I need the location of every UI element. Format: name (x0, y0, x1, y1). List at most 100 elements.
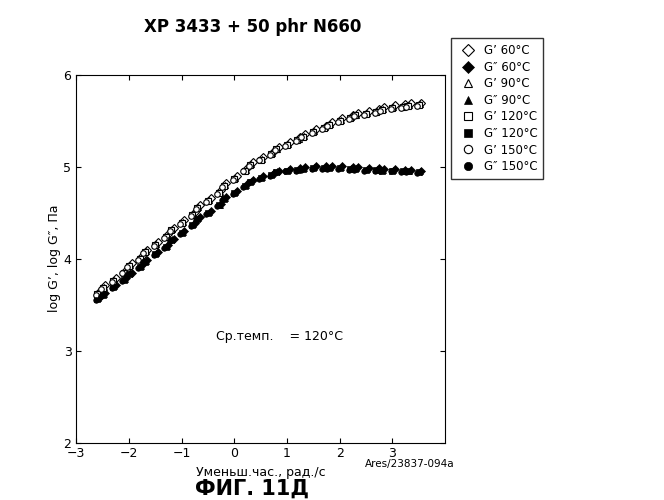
G’ 90°C (142, 248, 150, 254)
G″ 150°C (150, 252, 158, 258)
G’ 60°C (122, 267, 130, 273)
G″ 150°C (228, 190, 236, 196)
G″ 120°C (309, 165, 317, 171)
G″ 150°C (307, 166, 315, 172)
G″ 120°C (135, 264, 143, 270)
G’ 150°C (266, 152, 274, 158)
G″ 150°C (244, 180, 252, 186)
G’ 150°C (213, 190, 221, 196)
G″ 120°C (94, 296, 102, 302)
G″ 90°C (189, 221, 197, 227)
Text: XP 3433 + 50 phr N660: XP 3433 + 50 phr N660 (143, 18, 361, 36)
G’ 120°C (135, 256, 143, 262)
G’ 60°C (154, 239, 162, 245)
G’ 90°C (121, 268, 129, 274)
G’ 60°C (102, 282, 110, 288)
G″ 150°C (297, 166, 305, 172)
G’ 60°C (196, 202, 204, 208)
G’ 120°C (351, 112, 359, 118)
G″ 90°C (416, 168, 424, 174)
G’ 90°C (100, 284, 108, 290)
G″ 60°C (296, 165, 304, 171)
G″ 150°C (386, 168, 394, 174)
G’ 90°C (268, 150, 276, 156)
Legend: G’ 60°C, G″ 60°C, G’ 90°C, G″ 90°C, G’ 120°C, G″ 120°C, G’ 150°C, G″ 150°C: G’ 60°C, G″ 60°C, G’ 90°C, G″ 90°C, G’ 1… (451, 38, 544, 179)
G’ 60°C (233, 173, 241, 179)
G’ 120°C (120, 270, 127, 276)
G’ 120°C (193, 205, 201, 211)
G’ 90°C (400, 103, 408, 109)
G’ 150°C (371, 110, 379, 116)
G’ 90°C (216, 188, 224, 194)
G’ 120°C (178, 220, 186, 226)
G″ 90°C (284, 166, 292, 172)
G″ 150°C (203, 210, 210, 216)
G″ 120°C (388, 168, 396, 173)
Text: Ares/23837-094a: Ares/23837-094a (365, 460, 455, 469)
G″ 90°C (321, 164, 329, 170)
G’ 120°C (373, 109, 380, 115)
G″ 120°C (204, 210, 212, 216)
G’ 120°C (204, 198, 212, 204)
G″ 90°C (94, 296, 102, 302)
G″ 150°C (165, 238, 173, 244)
G’ 120°C (283, 142, 291, 148)
G″ 120°C (188, 222, 196, 228)
Text: ФИГ. 11Д: ФИГ. 11Д (195, 479, 309, 499)
G’ 120°C (404, 103, 412, 109)
G’ 150°C (323, 122, 331, 128)
G’ 90°C (137, 255, 145, 261)
G″ 150°C (213, 204, 221, 210)
G″ 120°C (178, 230, 186, 236)
G’ 90°C (310, 128, 318, 134)
G″ 150°C (134, 265, 142, 271)
G’ 120°C (346, 115, 354, 121)
G″ 150°C (255, 176, 263, 182)
G″ 90°C (163, 243, 171, 249)
G’ 90°C (295, 136, 303, 142)
G″ 120°C (141, 258, 149, 264)
G’ 150°C (350, 114, 358, 119)
G’ 150°C (271, 148, 279, 154)
G″ 120°C (214, 202, 222, 208)
G’ 90°C (347, 114, 355, 120)
Text: Ср.темп.    = 120°C: Ср.темп. = 120°C (216, 330, 343, 342)
G’ 60°C (170, 224, 178, 230)
G″ 120°C (220, 196, 228, 202)
G’ 120°C (309, 129, 317, 135)
G″ 90°C (326, 164, 334, 170)
G’ 120°C (220, 183, 228, 189)
G″ 120°C (320, 165, 328, 171)
G″ 120°C (125, 272, 133, 278)
G″ 90°C (337, 164, 345, 170)
G’ 150°C (345, 116, 353, 122)
G’ 60°C (143, 246, 151, 252)
G’ 90°C (221, 182, 229, 188)
G″ 120°C (283, 168, 291, 173)
G’ 60°C (191, 209, 199, 215)
G’ 150°C (361, 112, 369, 117)
G″ 90°C (231, 188, 239, 194)
G’ 120°C (125, 263, 133, 269)
G’ 60°C (112, 275, 120, 281)
G’ 90°C (258, 156, 266, 162)
G″ 60°C (143, 256, 151, 262)
G″ 120°C (373, 166, 380, 172)
G″ 120°C (335, 165, 343, 171)
G’ 90°C (163, 233, 171, 239)
G″ 150°C (192, 217, 200, 223)
G’ 150°C (134, 256, 142, 262)
G″ 60°C (375, 165, 383, 171)
G″ 150°C (334, 166, 342, 172)
G″ 90°C (378, 166, 386, 172)
G″ 90°C (400, 168, 408, 173)
G″ 120°C (404, 168, 412, 174)
G’ 60°C (402, 102, 410, 107)
G’ 120°C (414, 102, 422, 108)
G’ 150°C (282, 142, 290, 148)
G″ 60°C (328, 163, 336, 169)
G″ 150°C (282, 168, 290, 174)
G″ 150°C (402, 170, 410, 175)
G″ 150°C (292, 168, 300, 173)
G″ 90°C (300, 165, 308, 171)
